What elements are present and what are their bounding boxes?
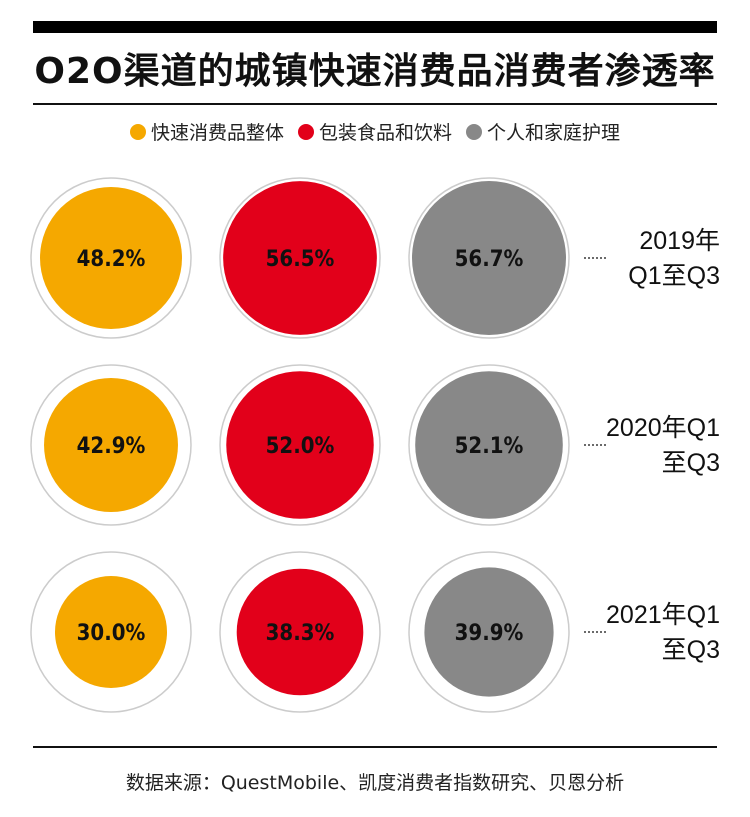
value-label-personal-row2: 52.1%	[455, 434, 524, 459]
row-label-2-line-2: 至Q3	[662, 449, 720, 477]
value-label-fmcg-row1: 48.2%	[77, 247, 146, 272]
value-label-food-row2: 52.0%	[266, 434, 335, 459]
bubble-chart: 48.2% 56.5% 56.7% 2019年 Q1至Q3 42.9% 52.0% 52.1%…	[0, 160, 750, 740]
source-note: 数据来源：QuestMobile、凯度消费者指数研究、贝恩分析	[0, 768, 750, 795]
row-label-3-line-1: 2021年Q1	[606, 601, 720, 629]
title-divider	[33, 103, 717, 105]
legend-item-fmcg: 快速消费品整体	[130, 118, 284, 145]
legend-item-personal: 个人和家庭护理	[466, 118, 620, 145]
legend-label-food: 包装食品和饮料	[319, 118, 452, 145]
legend-label-fmcg: 快速消费品整体	[151, 118, 284, 145]
legend: 快速消费品整体 包装食品和饮料 个人和家庭护理	[0, 118, 750, 145]
value-label-personal-row3: 39.9%	[455, 621, 524, 646]
top-bar	[33, 21, 717, 33]
chart-title: O2O渠道的城镇快速消费品消费者渗透率	[0, 42, 750, 94]
row-label-2-line-1: 2020年Q1	[606, 414, 720, 442]
legend-dot-fmcg	[130, 124, 146, 140]
footer-divider	[33, 746, 717, 748]
value-label-fmcg-row3: 30.0%	[77, 621, 146, 646]
legend-dot-personal	[466, 124, 482, 140]
value-label-food-row1: 56.5%	[266, 247, 335, 272]
legend-label-personal: 个人和家庭护理	[487, 118, 620, 145]
legend-dot-food	[298, 124, 314, 140]
value-label-personal-row1: 56.7%	[455, 247, 524, 272]
row-label-1-line-1: 2019年	[639, 227, 720, 255]
value-label-food-row3: 38.3%	[266, 621, 335, 646]
row-label-1-line-2: Q1至Q3	[628, 262, 720, 290]
row-label-3-line-2: 至Q3	[662, 636, 720, 664]
legend-item-food: 包装食品和饮料	[298, 118, 452, 145]
value-label-fmcg-row2: 42.9%	[77, 434, 146, 459]
